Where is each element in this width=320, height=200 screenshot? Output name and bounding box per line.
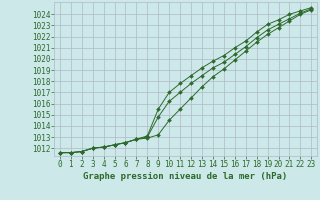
X-axis label: Graphe pression niveau de la mer (hPa): Graphe pression niveau de la mer (hPa) (84, 172, 288, 181)
